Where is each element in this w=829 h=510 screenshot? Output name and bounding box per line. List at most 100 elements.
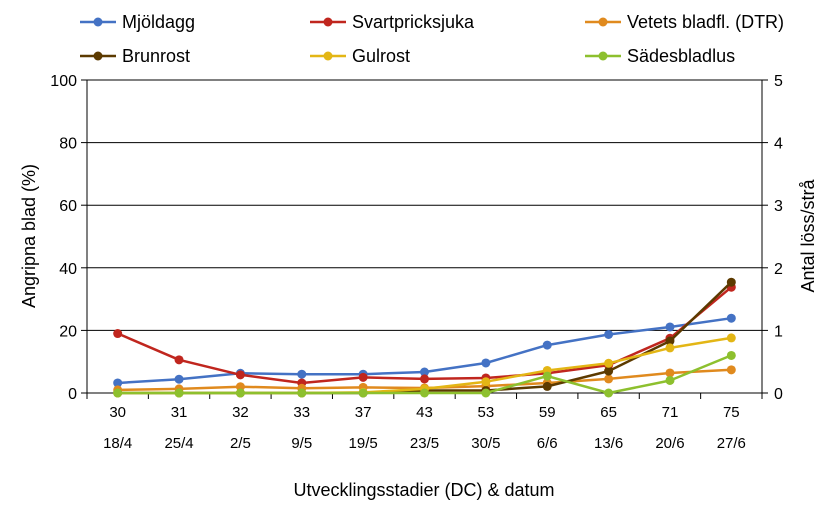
data-point (665, 343, 675, 353)
x-tick-label-date: 27/6 (717, 435, 746, 452)
series-5 (113, 350, 736, 398)
x-tick-label-stage: 53 (478, 404, 495, 421)
data-point (726, 365, 736, 375)
x-tick-label-stage: 65 (600, 404, 617, 421)
right-tick-label: 2 (774, 261, 783, 278)
right-tick-label: 5 (774, 73, 783, 90)
data-point (604, 329, 614, 339)
x-tick-label-stage: 32 (232, 404, 249, 421)
right-tick-label: 4 (774, 136, 783, 153)
data-point (726, 350, 736, 360)
legend-label: Gulrost (352, 46, 410, 66)
x-tick-label-stage: 43 (416, 404, 433, 421)
data-point (604, 374, 614, 384)
x-axis-title: Utvecklingsstadier (DC) & datum (293, 480, 554, 500)
legend-label: Vetets bladfl. (DTR) (627, 12, 784, 32)
legend: Mjöldagg Svartpricksjuka Vetets bladfl. (D… (80, 12, 784, 66)
data-point (174, 374, 184, 384)
x-tick-label-date: 23/5 (410, 435, 439, 452)
left-tick-label: 0 (68, 386, 77, 403)
right-axis-title: Antal löss/strå (798, 178, 818, 292)
data-point (665, 375, 675, 385)
data-point (420, 374, 429, 384)
data-point (604, 366, 614, 376)
legend-item: Mjöldagg (80, 12, 195, 32)
legend-swatch-marker (598, 51, 608, 61)
legend-item: Sädesbladlus (585, 46, 735, 66)
data-point (358, 388, 368, 398)
legend-swatch-marker (93, 51, 103, 61)
data-point (481, 388, 491, 398)
legend-label: Sädesbladlus (627, 46, 735, 66)
legend-label: Brunrost (122, 46, 190, 66)
data-point (235, 388, 245, 398)
data-point (235, 370, 245, 380)
legend-label: Svartpricksjuka (352, 12, 475, 32)
left-tick-label: 60 (59, 198, 77, 215)
left-tick-label: 40 (59, 261, 77, 278)
data-point (542, 340, 552, 350)
left-tick-label: 100 (50, 73, 77, 90)
x-tick-label-stage: 71 (662, 404, 679, 421)
x-tick-label-stage: 75 (723, 404, 740, 421)
right-tick-label: 0 (774, 386, 783, 403)
data-point (113, 378, 123, 388)
x-tick-label-date: 6/6 (537, 435, 558, 452)
left-tick-label: 80 (59, 136, 77, 153)
x-tick-label-date: 13/6 (594, 435, 623, 452)
data-point (297, 369, 307, 379)
legend-item: Gulrost (310, 46, 410, 66)
legend-item: Svartpricksjuka (310, 12, 475, 32)
data-point (665, 336, 675, 346)
data-point (174, 355, 184, 365)
x-tick-label-date: 18/4 (103, 435, 132, 452)
data-point (358, 372, 368, 382)
right-tick-label: 3 (774, 198, 783, 215)
data-point (297, 388, 307, 398)
data-point (665, 322, 675, 332)
x-tick-label-date: 25/4 (164, 435, 193, 452)
x-tick-label-stage: 59 (539, 404, 556, 421)
legend-item: Brunrost (80, 46, 190, 66)
x-tick-label-date: 2/5 (230, 435, 251, 452)
right-axis-ticks: 0 1 2 3 4 5 (762, 73, 783, 403)
data-point (726, 313, 736, 323)
x-tick-label-date: 9/5 (291, 435, 312, 452)
x-tick-label-stage: 33 (293, 404, 310, 421)
data-point (726, 277, 736, 287)
data-point (604, 358, 614, 368)
x-tick-label-stage: 37 (355, 404, 372, 421)
x-tick-label-stage: 31 (171, 404, 188, 421)
data-point (542, 371, 552, 381)
data-point (481, 377, 491, 387)
x-tick-label-date: 19/5 (349, 435, 378, 452)
left-axis-ticks: 0 20 40 60 80 100 (50, 73, 87, 403)
legend-swatch-marker (323, 17, 333, 27)
legend-label: Mjöldagg (122, 12, 195, 32)
data-point (420, 367, 429, 377)
x-tick-label-date: 20/6 (655, 435, 684, 452)
legend-swatch-marker (598, 17, 608, 27)
left-tick-label: 20 (59, 323, 77, 340)
data-point (174, 388, 184, 398)
legend-swatch-marker (323, 51, 333, 61)
data-point (542, 381, 552, 391)
data-point (604, 388, 614, 398)
data-point (113, 329, 123, 339)
data-point (665, 368, 675, 378)
x-tick-label-date: 30/5 (471, 435, 500, 452)
data-point (235, 382, 245, 392)
legend-swatch-marker (93, 17, 103, 27)
data-point (481, 358, 491, 368)
left-axis-title: Angripna blad (%) (19, 164, 39, 308)
x-tick-label-stage: 30 (109, 404, 126, 421)
legend-item: Vetets bladfl. (DTR) (585, 12, 784, 32)
right-tick-label: 1 (774, 323, 783, 340)
data-point (113, 388, 123, 398)
data-point (420, 388, 429, 398)
data-point (726, 333, 736, 343)
series-group (113, 277, 736, 398)
x-axis-ticks: 30 18/4 31 25/4 32 2/5 33 9/5 37 19/5 43 23/5 53 30/5… (86, 393, 763, 452)
